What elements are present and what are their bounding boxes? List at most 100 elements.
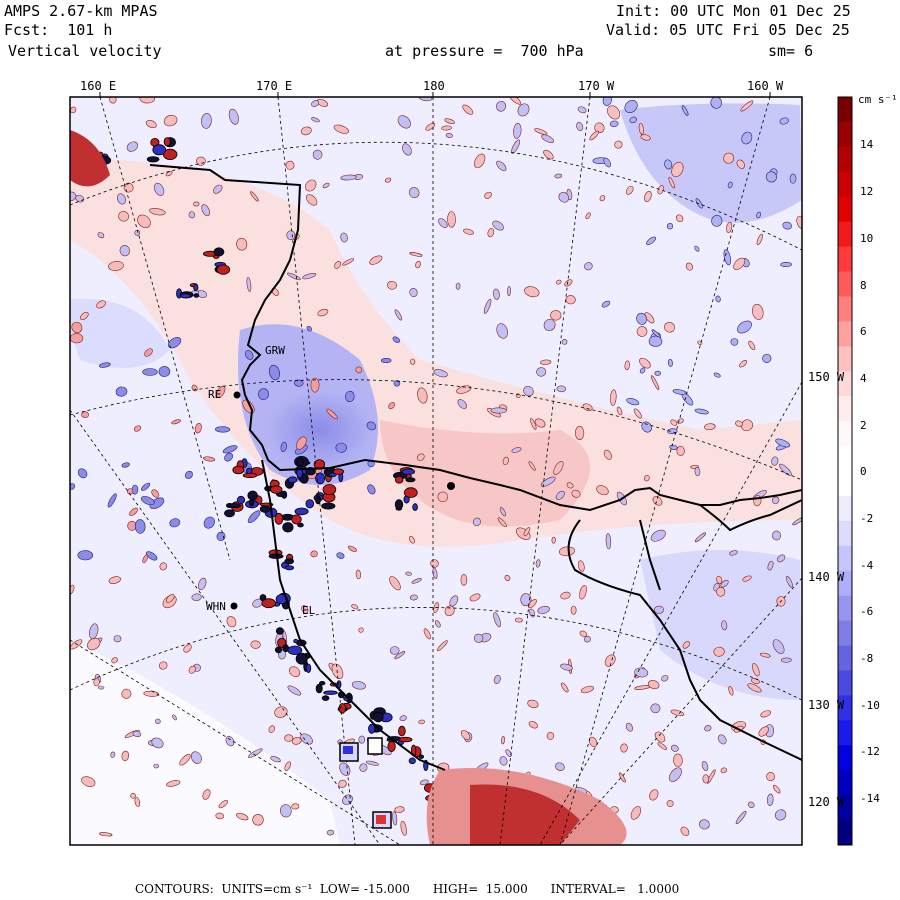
contour-blob (670, 744, 679, 752)
station-dot-whn (230, 602, 238, 610)
contour-blob (163, 114, 178, 127)
contour-blob (695, 198, 703, 209)
contour-blob (636, 312, 647, 325)
contour-blob (496, 160, 507, 172)
colorbar-swatch (838, 770, 852, 796)
orographic-blob (274, 512, 284, 525)
contour-blob (701, 760, 709, 772)
contour-blob (561, 339, 568, 345)
downward-motion-region-east (640, 550, 802, 700)
contour-blob (780, 657, 792, 663)
contour-blob (196, 156, 206, 166)
contour-blob (551, 536, 556, 544)
colorbar-swatch (838, 171, 852, 198)
downward-motion-core (265, 390, 375, 470)
colorbar-tick-minus8: -8 (860, 652, 874, 665)
contour-blob (779, 463, 792, 476)
downward-motion-region-ne (620, 103, 802, 223)
contour-blob (487, 228, 495, 238)
colorbar-swatch (838, 495, 852, 522)
contour-blob (644, 191, 652, 202)
contour-blob (347, 545, 357, 552)
contour-blob (785, 576, 793, 588)
contour-blob (365, 760, 379, 766)
contour-blob (179, 753, 191, 766)
contour-blob (499, 756, 508, 766)
contour-blob (134, 229, 141, 236)
orographic-blob (236, 495, 246, 505)
colorbar-tick-minus4: -4 (860, 559, 874, 572)
smoothing-label: sm= 6 (768, 42, 814, 60)
colorbar-swatch (838, 745, 852, 771)
contour-blob (579, 630, 588, 637)
contour-blob (193, 201, 200, 207)
contour-blob (496, 101, 507, 112)
orographic-blob (152, 144, 167, 156)
contour-blob (81, 776, 96, 787)
contour-blob (203, 456, 216, 462)
contour-blob (111, 657, 118, 664)
station-dot-re (233, 391, 241, 399)
contour-blob (108, 576, 121, 584)
contour-blob (664, 322, 675, 333)
orographic-blob (398, 736, 413, 743)
contour-blob (490, 407, 507, 414)
contour-blob (246, 276, 252, 292)
contour-blob (215, 426, 231, 433)
contour-blob (284, 761, 291, 771)
contour-blob (540, 359, 552, 365)
contour-blob (535, 559, 541, 568)
contour-blob (546, 732, 555, 740)
colorbar-swatch (838, 720, 852, 746)
orographic-blob (287, 645, 303, 656)
orographic-blob (323, 690, 338, 695)
contour-blob (664, 159, 673, 170)
contour-blob (560, 682, 569, 693)
contour-blob (190, 751, 202, 764)
contour-blob (118, 211, 129, 222)
contour-blob (523, 385, 534, 397)
contour-blob (415, 261, 421, 269)
orographic-blob (296, 458, 304, 466)
orographic-blob (216, 264, 231, 275)
contour-blob (168, 337, 182, 349)
contour-blob (668, 767, 682, 782)
contour-blob (721, 620, 728, 631)
contour-blob (599, 195, 606, 202)
contour-blob (146, 551, 158, 561)
contour-blob (603, 449, 612, 460)
contour-blob (387, 280, 397, 290)
contour-blob (728, 686, 734, 696)
orographic-blob (315, 683, 323, 694)
strong-upward-core-south (470, 784, 580, 845)
contour-blob (666, 800, 674, 807)
contour-blob (580, 685, 594, 694)
orographic-blob (398, 725, 406, 737)
colorbar-swatch (838, 346, 852, 372)
station-label-whn: WHN (206, 600, 226, 613)
contour-blob (213, 184, 223, 194)
top-tick-marks (99, 92, 771, 97)
orographic-blob (401, 468, 416, 475)
orographic-blob (321, 695, 330, 701)
lon-label-120w: 120 W (808, 795, 845, 809)
contour-blob (570, 605, 577, 615)
contour-blob (638, 122, 644, 135)
contour-blob (198, 577, 207, 591)
contour-blob (585, 212, 591, 220)
contour-blob (729, 550, 738, 556)
init-time: Init: 00 UTC Mon 01 Dec 25 (616, 2, 851, 20)
contour-blob (430, 559, 439, 568)
contour-blob (704, 423, 716, 431)
contour-blob (433, 369, 448, 378)
contour-blob (765, 171, 777, 183)
contour-blob (720, 767, 728, 774)
contour-blob (153, 182, 165, 196)
colorbar-tick-minus10: -10 (860, 699, 880, 712)
colorbar-swatch (838, 570, 852, 597)
contour-blob (224, 452, 234, 462)
contour-blob (287, 272, 301, 281)
contour-blob (165, 171, 173, 177)
contour-blob (119, 245, 130, 257)
contour-blob (300, 126, 312, 136)
